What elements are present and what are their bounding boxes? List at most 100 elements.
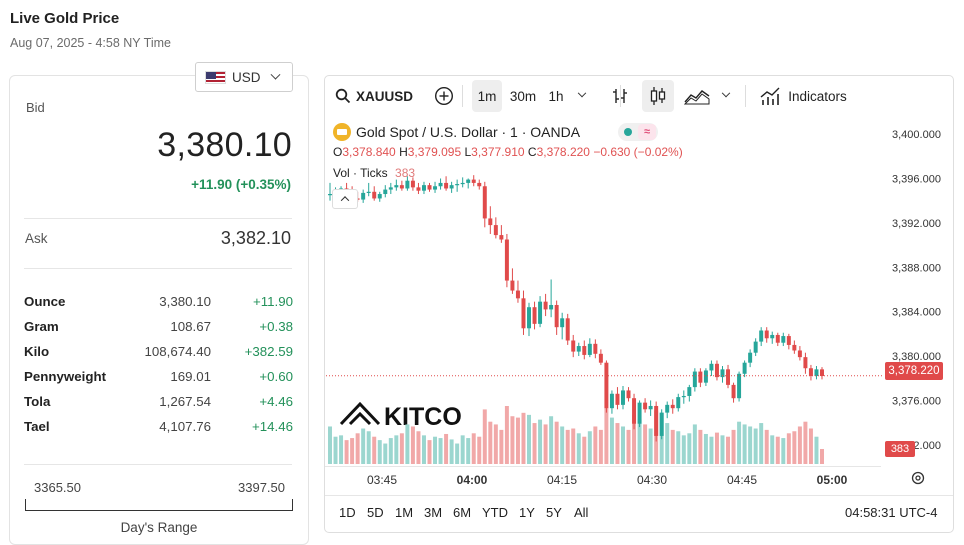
symbol-search[interactable]: XAUUSD [334, 80, 414, 112]
currency-select[interactable]: USD [195, 62, 293, 92]
candle-body [466, 179, 471, 183]
delayed-data-icon: ≈ [638, 124, 656, 140]
interval-1m[interactable]: 1m [472, 80, 502, 112]
indicators-button[interactable]: Indicators [755, 80, 851, 112]
candle-body [648, 405, 653, 410]
range-all[interactable]: All [574, 505, 589, 520]
volume-bar [372, 436, 377, 464]
compare-button[interactable] [430, 80, 458, 112]
candle-body [444, 182, 449, 189]
unit-name: Pennyweight [24, 369, 107, 384]
volume-bar [433, 436, 438, 464]
area-chart-icon [684, 90, 710, 105]
candle-body [405, 180, 410, 189]
range-6m[interactable]: 6M [453, 505, 472, 520]
unit-change: +4.46 [259, 394, 293, 409]
x-tick-label: 04:15 [547, 473, 577, 487]
range-1m[interactable]: 1M [395, 505, 414, 520]
indicators-label: Indicators [788, 88, 847, 104]
range-ytd[interactable]: YTD [482, 505, 508, 520]
x-tick-label: 04:45 [727, 473, 757, 487]
range-5d[interactable]: 5D [367, 505, 384, 520]
volume-bar [471, 433, 476, 464]
candle-body [609, 393, 614, 409]
interval-30m[interactable]: 30m [509, 88, 537, 104]
volume-bar [554, 421, 559, 464]
area-style-button[interactable] [680, 80, 714, 112]
unit-row-kilo: Kilo 108,674.40 +382.59 [24, 344, 293, 364]
unit-price: 4,107.76 [159, 419, 211, 434]
volume-bar [504, 406, 509, 464]
bars-style-button[interactable] [606, 80, 634, 112]
range-3m[interactable]: 3M [424, 505, 443, 520]
candlestick-icon [650, 87, 666, 105]
y-tick-label: 3,384.000 [892, 307, 941, 319]
toolbar-separator [745, 85, 746, 107]
volume-bar [676, 431, 681, 464]
settings-icon[interactable] [910, 470, 926, 486]
candle-body [383, 189, 388, 195]
bid-price: 3,380.10 [157, 126, 292, 164]
symbol-label: XAUUSD [355, 88, 413, 104]
toolbar-separator [620, 85, 621, 107]
candle-body [477, 182, 482, 187]
candle-body [792, 344, 797, 351]
currency-label: USD [232, 69, 261, 85]
volume-bar [764, 429, 769, 464]
volume-bar [333, 436, 338, 464]
volume-bar [527, 414, 532, 464]
volume-bar [377, 440, 382, 464]
unit-row-pennyweight: Pennyweight 169.01 +0.60 [24, 369, 293, 389]
volume-bar [753, 428, 758, 464]
range-5y[interactable]: 5Y [546, 505, 562, 520]
ohlc-readout: O3,378.840 H3,379.095 L3,377.910 C3,378.… [333, 145, 683, 159]
candle-body [692, 371, 697, 388]
volume-bar [731, 429, 736, 464]
candle-body [366, 191, 371, 193]
candle-body [626, 390, 631, 399]
volume-bar [820, 448, 824, 464]
unit-change: +11.90 [252, 294, 293, 309]
candle-body [538, 301, 543, 324]
interval-1h[interactable]: 1h [548, 88, 564, 104]
candle-body [748, 352, 753, 363]
volume-bar [565, 429, 570, 464]
volume-bar [416, 431, 421, 464]
candle-body [654, 405, 659, 436]
unit-name: Tola [24, 394, 51, 409]
volume-bar [438, 438, 443, 464]
candle-body [659, 412, 664, 436]
volume-bar [587, 431, 592, 464]
range-1d[interactable]: 1D [339, 505, 356, 520]
market-open-dot-icon [624, 128, 632, 136]
x-tick-label: 03:45 [367, 473, 397, 487]
candle-body [388, 187, 393, 190]
candle-body [328, 194, 332, 196]
candles-style-button[interactable] [642, 80, 674, 112]
ohlc-bars-icon [613, 89, 627, 103]
candle-body [565, 318, 570, 341]
volume-bar [477, 436, 482, 464]
range-high: 3397.50 [238, 480, 285, 495]
candle-body [372, 191, 377, 199]
volume-bar [814, 436, 819, 464]
candle-body [587, 343, 592, 355]
volume-bar [703, 433, 708, 464]
range-1y[interactable]: 1Y [519, 505, 535, 520]
volume-bar [620, 426, 625, 464]
volume-bar [328, 426, 332, 464]
candle-body [488, 218, 493, 226]
candle-body [499, 235, 504, 240]
candle-body [687, 387, 692, 396]
candle-body [482, 186, 487, 219]
candle-body [764, 330, 769, 339]
chevron-up-icon [340, 196, 350, 205]
volume-bar [482, 409, 487, 464]
days-range-label: Day's Range [120, 520, 198, 535]
collapse-legend-button[interactable] [332, 189, 358, 209]
candle-body [726, 369, 731, 385]
bid-label: Bid [26, 100, 45, 115]
unit-name: Gram [24, 319, 59, 334]
x-tick-label: 04:00 [457, 473, 488, 487]
